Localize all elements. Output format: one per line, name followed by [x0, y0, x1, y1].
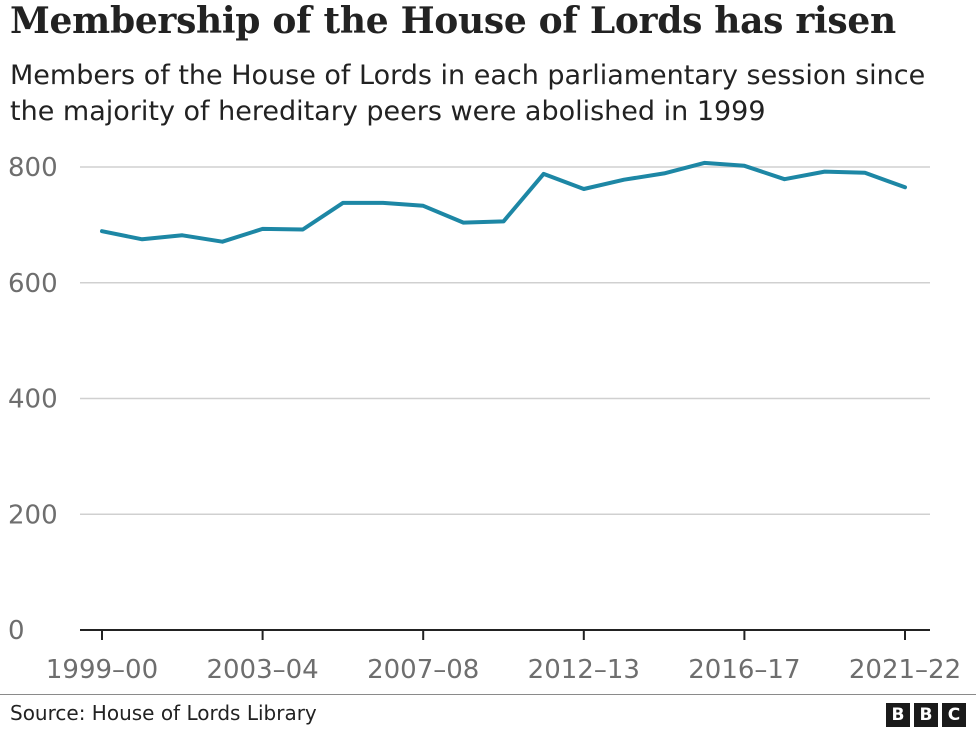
line-chart: 0 200 400 600 800 1999–00 2003–04 2007–08 2012–1… — [8, 153, 961, 685]
x-tick-label: 2003–04 — [206, 655, 318, 685]
y-tick-label: 600 — [8, 269, 58, 299]
footer-divider — [0, 694, 976, 695]
y-tick-label: 400 — [8, 385, 58, 415]
chart-title: Membership of the House of Lords has ris… — [10, 0, 896, 42]
chart-subtitle: Members of the House of Lords in each pa… — [10, 60, 926, 127]
x-tick-label: 2016–17 — [688, 655, 800, 685]
x-tick-label: 2007–08 — [367, 655, 479, 685]
bbc-logo: B B C — [886, 703, 966, 727]
logo-letter: B — [914, 703, 938, 727]
x-tick-label: 2012–13 — [528, 655, 640, 685]
x-tick-label: 1999–00 — [46, 655, 158, 685]
y-tick-label: 0 — [8, 616, 25, 646]
source-note: Source: House of Lords Library — [10, 701, 317, 725]
logo-letter: B — [886, 703, 910, 727]
logo-letter: C — [942, 703, 966, 727]
membership-series-line — [100, 160, 907, 244]
y-tick-label: 200 — [8, 500, 58, 530]
y-tick-label: 800 — [8, 153, 58, 183]
x-tick-label: 2021–22 — [849, 655, 961, 685]
